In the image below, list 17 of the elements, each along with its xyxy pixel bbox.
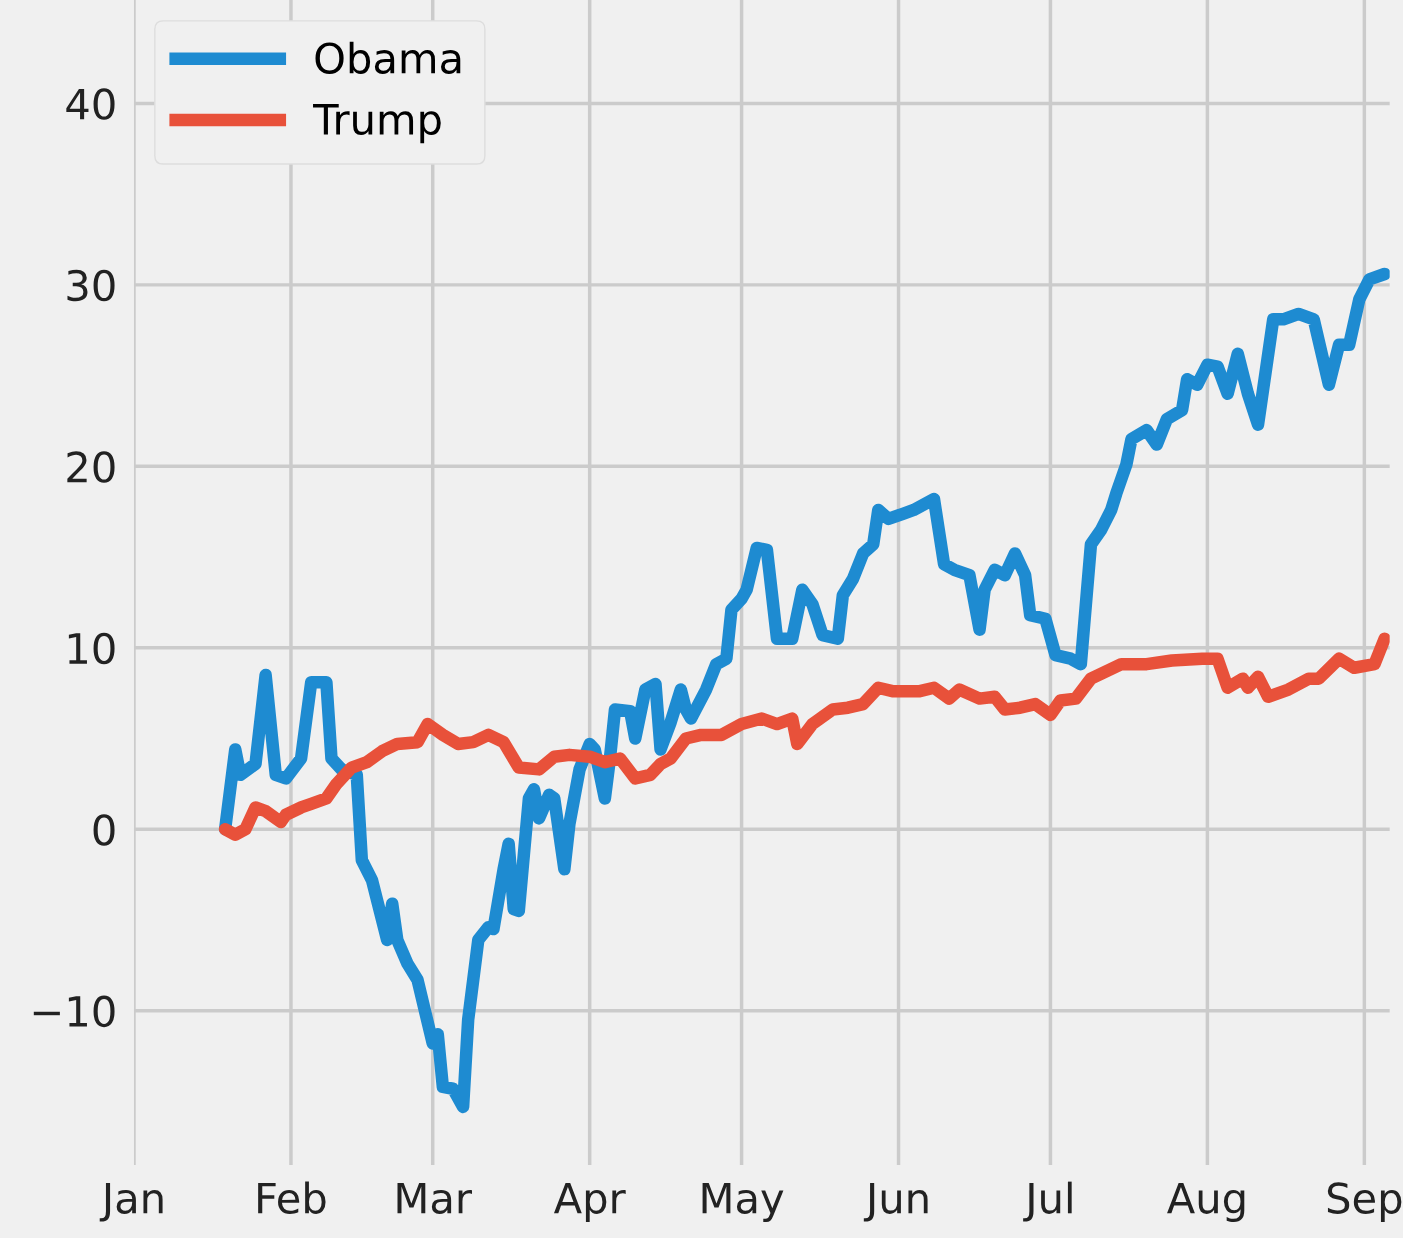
x-tick-label: Jul — [1023, 1181, 1072, 1222]
legend-label: Obama — [315, 41, 461, 74]
x-tick-label: Sep — [1327, 1182, 1402, 1222]
x-tick-label: Apr — [553, 1182, 626, 1222]
y-tick-label: 10 — [68, 632, 115, 665]
y-tick-label: 40 — [66, 88, 115, 120]
x-tick-label: Jun — [863, 1182, 928, 1222]
x-tick-label: Feb — [258, 1181, 326, 1214]
x-tick-label: Mar — [397, 1182, 473, 1214]
x-tick-label: May — [702, 1182, 784, 1222]
y-tick-label: 0 — [93, 814, 115, 846]
legend-label: Trump — [313, 104, 441, 144]
x-tick-label: Jan — [99, 1182, 163, 1222]
x-tick-label: Aug — [1167, 1182, 1245, 1222]
y-tick-label: 30 — [67, 269, 115, 302]
y-tick-label: 20 — [67, 451, 115, 483]
y-tick-label: −10 — [33, 995, 115, 1028]
